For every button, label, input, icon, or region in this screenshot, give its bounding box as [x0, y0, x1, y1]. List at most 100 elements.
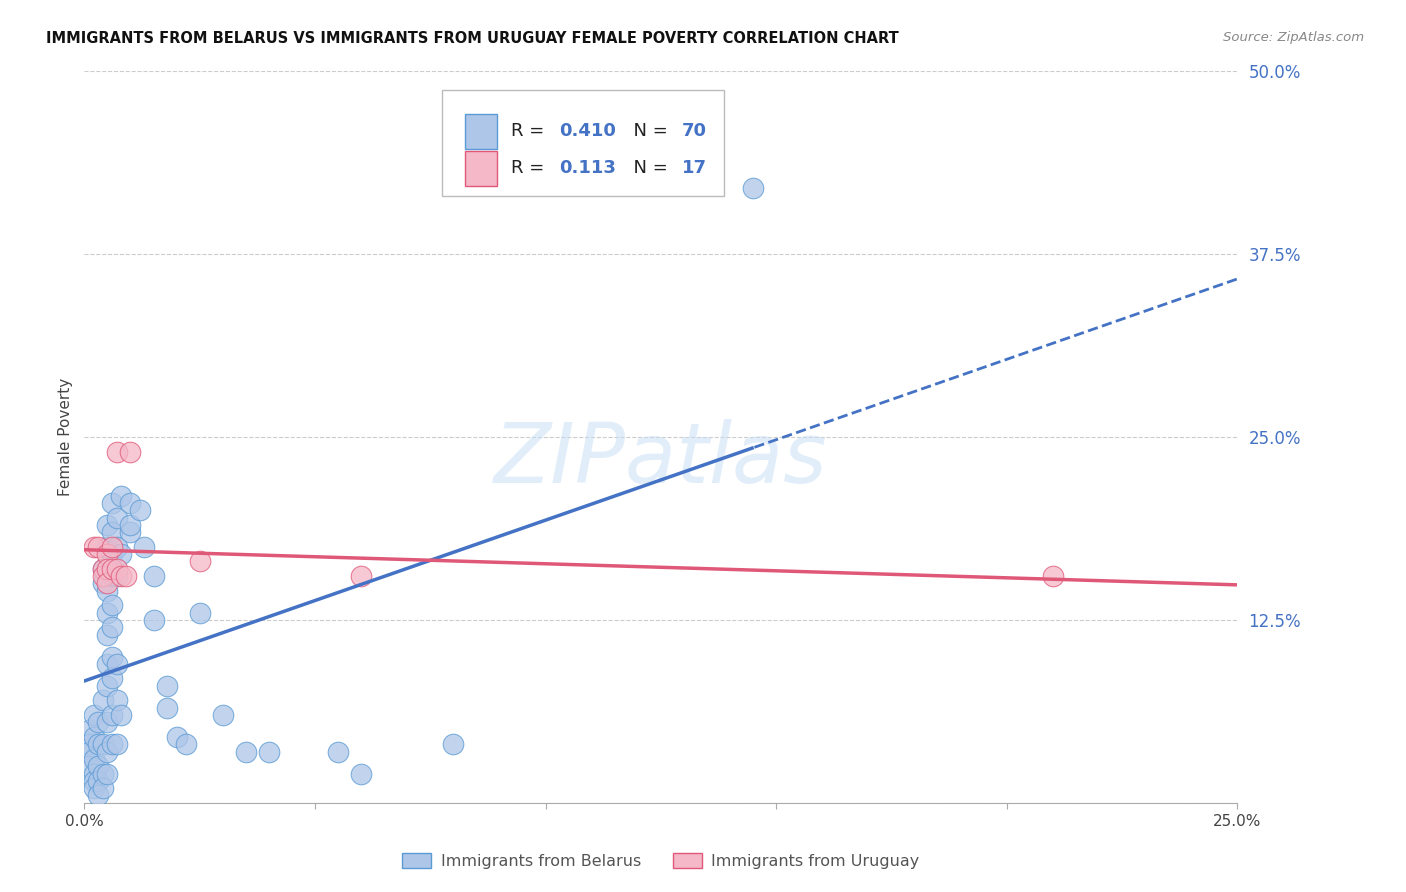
Point	[96, 583, 118, 598]
Point	[91, 569, 114, 583]
Point	[77, 759, 100, 773]
Point	[83, 752, 105, 766]
Point	[83, 730, 105, 744]
Point	[115, 569, 138, 583]
Point	[96, 540, 118, 554]
Point	[77, 723, 100, 737]
Point	[87, 789, 110, 803]
Point	[105, 569, 128, 583]
Point	[326, 745, 349, 759]
Text: R =: R =	[510, 160, 555, 178]
Point	[142, 613, 165, 627]
Point	[96, 562, 118, 576]
Point	[91, 781, 114, 796]
Point	[96, 547, 118, 561]
Point	[105, 657, 128, 671]
Point	[441, 737, 464, 751]
Point	[87, 737, 110, 751]
Point	[101, 562, 124, 576]
Point	[110, 708, 132, 723]
Point	[96, 562, 118, 576]
Point	[91, 737, 114, 751]
Point	[105, 510, 128, 524]
Point	[101, 599, 124, 613]
Point	[96, 745, 118, 759]
Point	[188, 606, 211, 620]
Point	[87, 773, 110, 788]
Point	[105, 540, 128, 554]
Point	[101, 569, 124, 583]
Text: N =: N =	[621, 122, 673, 140]
Point	[83, 781, 105, 796]
Point	[83, 708, 105, 723]
Point	[156, 679, 179, 693]
Point	[101, 547, 124, 561]
Point	[1042, 569, 1064, 583]
Legend: Immigrants from Belarus, Immigrants from Uruguay: Immigrants from Belarus, Immigrants from…	[396, 847, 925, 875]
Text: R =: R =	[510, 122, 550, 140]
Point	[166, 730, 188, 744]
Text: Source: ZipAtlas.com: Source: ZipAtlas.com	[1223, 31, 1364, 45]
Text: 0.113: 0.113	[560, 160, 616, 178]
Point	[120, 517, 142, 532]
Point	[96, 606, 118, 620]
Point	[120, 444, 142, 458]
Point	[96, 576, 118, 591]
Point	[96, 627, 118, 641]
Point	[83, 773, 105, 788]
Point	[105, 737, 128, 751]
FancyBboxPatch shape	[441, 90, 724, 195]
Text: IMMIGRANTS FROM BELARUS VS IMMIGRANTS FROM URUGUAY FEMALE POVERTY CORRELATION CH: IMMIGRANTS FROM BELARUS VS IMMIGRANTS FR…	[46, 31, 900, 46]
Point	[77, 737, 100, 751]
Point	[101, 525, 124, 540]
Point	[96, 657, 118, 671]
Point	[101, 672, 124, 686]
Point	[101, 620, 124, 634]
Point	[87, 540, 110, 554]
Point	[91, 562, 114, 576]
Point	[83, 540, 105, 554]
Point	[87, 759, 110, 773]
Point	[77, 745, 100, 759]
Point	[83, 766, 105, 780]
Point	[91, 693, 114, 707]
FancyBboxPatch shape	[465, 151, 498, 186]
Point	[96, 679, 118, 693]
Point	[188, 554, 211, 568]
FancyBboxPatch shape	[465, 114, 498, 149]
Point	[742, 181, 765, 195]
Point	[110, 489, 132, 503]
Point	[350, 766, 373, 780]
Text: 70: 70	[682, 122, 707, 140]
Point	[91, 576, 114, 591]
Point	[110, 569, 132, 583]
Text: ZIPatlas: ZIPatlas	[494, 418, 828, 500]
Point	[101, 737, 124, 751]
Point	[120, 525, 142, 540]
Point	[156, 700, 179, 714]
Point	[105, 562, 128, 576]
Text: N =: N =	[621, 160, 673, 178]
Point	[235, 745, 257, 759]
Y-axis label: Female Poverty: Female Poverty	[58, 378, 73, 496]
Point	[211, 708, 233, 723]
Point	[101, 708, 124, 723]
Point	[142, 569, 165, 583]
Point	[96, 715, 118, 730]
Point	[91, 562, 114, 576]
Point	[257, 745, 280, 759]
Text: 17: 17	[682, 160, 707, 178]
Point	[96, 517, 118, 532]
Point	[105, 693, 128, 707]
Point	[110, 547, 132, 561]
Point	[91, 766, 114, 780]
Point	[120, 496, 142, 510]
Point	[134, 540, 156, 554]
Point	[101, 540, 124, 554]
Point	[174, 737, 197, 751]
Point	[87, 715, 110, 730]
Text: 0.410: 0.410	[560, 122, 616, 140]
Point	[96, 766, 118, 780]
Point	[101, 496, 124, 510]
Point	[101, 649, 124, 664]
